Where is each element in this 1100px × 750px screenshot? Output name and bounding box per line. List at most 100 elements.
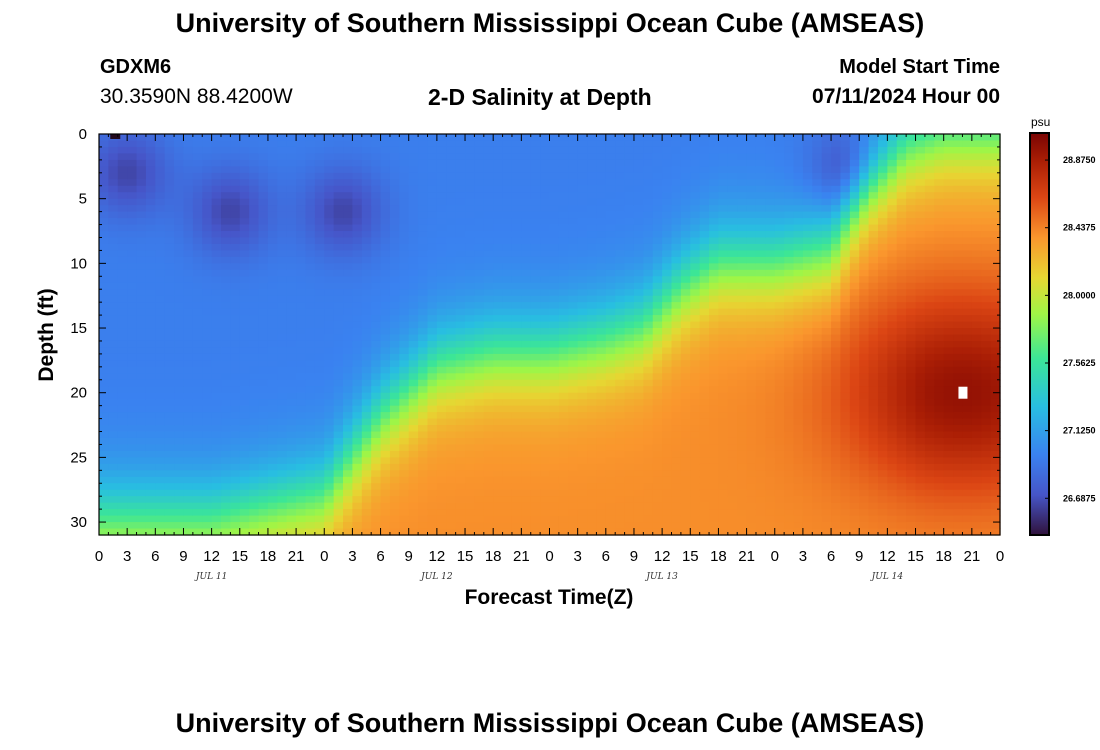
heatmap-cell — [755, 405, 766, 413]
heatmap-cell — [774, 437, 785, 446]
heatmap-cell — [784, 489, 795, 497]
heatmap-cell — [643, 159, 654, 167]
heatmap-cell — [136, 366, 147, 374]
heatmap-cell — [493, 386, 504, 394]
heatmap-cell — [174, 463, 185, 471]
heatmap-cell — [540, 457, 551, 465]
heatmap-cell — [136, 386, 147, 394]
heatmap-cell — [239, 450, 250, 458]
heatmap-cell — [737, 360, 748, 368]
heatmap-cell — [399, 418, 410, 426]
heatmap-cell — [765, 366, 776, 374]
heatmap-cell — [671, 528, 682, 536]
heatmap-cell — [324, 231, 335, 239]
heatmap-cell — [99, 224, 109, 232]
heatmap-cell — [446, 315, 457, 323]
heatmap-cell — [765, 192, 776, 200]
heatmap-cell — [211, 483, 222, 491]
heatmap-cell — [502, 263, 513, 271]
heatmap-cell — [671, 425, 682, 433]
heatmap-cell — [408, 198, 419, 206]
heatmap-cell — [784, 243, 795, 252]
heatmap-cell — [267, 295, 278, 303]
heatmap-cell — [502, 295, 513, 303]
heatmap-cell — [737, 231, 748, 239]
heatmap-cell — [145, 379, 156, 387]
heatmap-cell — [249, 185, 260, 193]
heatmap-cell — [305, 463, 316, 471]
heatmap-cell — [746, 269, 757, 277]
heatmap-cell — [474, 140, 485, 148]
heatmap-cell — [596, 250, 607, 258]
heatmap-cell — [812, 340, 823, 349]
heatmap-cell — [305, 237, 316, 245]
heatmap-cell — [343, 386, 354, 394]
heatmap-cell — [718, 483, 729, 491]
heatmap-cell — [324, 166, 335, 174]
heatmap-cell — [211, 172, 222, 180]
heatmap-cell — [474, 218, 485, 226]
heatmap-cell — [540, 218, 551, 226]
heatmap-cell — [465, 528, 476, 536]
heatmap-cell — [399, 340, 410, 349]
heatmap-cell — [671, 308, 682, 316]
heatmap-cell — [277, 256, 288, 264]
heatmap-cell — [249, 134, 260, 142]
heatmap-cell — [127, 308, 138, 316]
heatmap-cell — [690, 315, 701, 323]
heatmap-cell — [727, 522, 738, 530]
heatmap-cell — [267, 476, 278, 484]
heatmap-cell — [840, 276, 851, 284]
heatmap-cell — [436, 250, 447, 258]
heatmap-cell — [371, 502, 382, 510]
heatmap-cell — [286, 463, 297, 471]
heatmap-cell — [277, 470, 288, 478]
heatmap-cell — [314, 269, 325, 277]
heatmap-cell — [333, 153, 344, 161]
heatmap-cell — [474, 172, 485, 180]
heatmap-cell — [145, 373, 156, 381]
heatmap-cell — [221, 334, 231, 342]
heatmap-cell — [230, 308, 241, 316]
heatmap-cell — [474, 353, 485, 361]
heatmap-cell — [502, 192, 513, 200]
heatmap-cell — [324, 224, 335, 232]
heatmap-cell — [465, 218, 476, 226]
heatmap-cell — [662, 470, 673, 478]
heatmap-cell — [709, 146, 720, 155]
heatmap-cell — [812, 302, 823, 310]
heatmap-cell — [737, 192, 748, 200]
heatmap-cell — [821, 172, 832, 180]
heatmap-cell — [680, 399, 691, 407]
heatmap-cell — [615, 237, 626, 245]
heatmap-cell — [680, 231, 691, 239]
heatmap-cell — [709, 340, 720, 349]
heatmap-cell — [371, 192, 382, 200]
heatmap-cell — [840, 179, 851, 187]
heatmap-cell — [296, 153, 307, 161]
heatmap-cell — [239, 185, 250, 193]
heatmap-cell — [521, 418, 532, 426]
heatmap-cell — [221, 211, 231, 219]
heatmap-cell — [230, 185, 241, 193]
model-start-label: Model Start Time — [839, 56, 1000, 78]
heatmap-cell — [164, 418, 175, 426]
heatmap-cell — [99, 334, 109, 342]
heatmap-cell — [389, 179, 400, 187]
heatmap-cell — [117, 166, 128, 174]
heatmap-cell — [812, 231, 823, 239]
heatmap-cell — [680, 437, 691, 446]
heatmap-cell — [286, 347, 297, 355]
heatmap-cell — [793, 405, 804, 413]
heatmap-cell — [558, 444, 569, 452]
heatmap-cell — [408, 379, 419, 387]
heatmap-cell — [455, 269, 466, 277]
heatmap-cell — [587, 340, 598, 349]
heatmap-cell — [436, 444, 447, 452]
heatmap-cell — [418, 463, 429, 471]
heatmap-cell — [699, 366, 710, 374]
heatmap-cell — [145, 159, 156, 167]
heatmap-cell — [596, 172, 607, 180]
heatmap-cell — [568, 450, 579, 458]
heatmap-cell — [493, 457, 504, 465]
